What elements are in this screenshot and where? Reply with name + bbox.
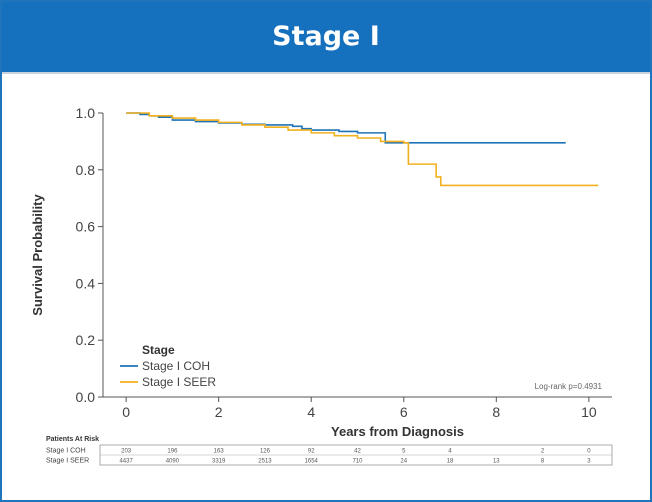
series-line-seer — [126, 112, 599, 187]
risk-cell: 2513 — [258, 459, 272, 465]
risk-cell: 18 — [447, 459, 454, 465]
axes: 0.0 0.2 0.4 0.6 0.8 1.0 0 2 4 6 8 10 Years from Diag… — [30, 105, 612, 439]
x-tick-label: 0 — [122, 404, 130, 420]
y-tick-label: 1.0 — [76, 105, 96, 121]
risk-cell: 0 — [587, 449, 591, 455]
risk-cell: 126 — [260, 449, 271, 455]
risk-cell: 13 — [493, 459, 500, 465]
risk-cell: 92 — [308, 449, 315, 455]
series-layer — [126, 112, 599, 187]
risk-cell: 8 — [541, 459, 545, 465]
legend-title: Stage — [142, 343, 175, 357]
risk-cell: 24 — [400, 459, 407, 465]
risk-table-title: Patients At Risk — [46, 436, 99, 443]
risk-cell: 3319 — [212, 459, 226, 465]
x-tick-label: 10 — [581, 404, 597, 420]
x-tick-label: 4 — [307, 404, 315, 420]
risk-cell: 4090 — [166, 459, 180, 465]
risk-cell: 2 — [541, 449, 545, 455]
risk-cell: 1654 — [305, 459, 319, 465]
risk-cell: 196 — [167, 449, 178, 455]
risk-cell: 3 — [587, 459, 591, 465]
risk-cell: 42 — [354, 449, 361, 455]
header-bar: Stage I — [2, 2, 650, 72]
risk-row-label: Stage I COH — [46, 448, 86, 455]
y-tick-label: 0.6 — [76, 219, 96, 235]
y-tick-label: 0.4 — [76, 275, 96, 291]
x-tick-label: 6 — [400, 404, 408, 420]
header-title: Stage I — [272, 21, 380, 52]
y-axis-title: Survival Probability — [30, 194, 45, 316]
risk-cell: 4437 — [119, 459, 133, 465]
risk-cell: 710 — [352, 459, 363, 465]
x-axis-title: Years from Diagnosis — [331, 424, 464, 439]
y-tick-label: 0.2 — [76, 332, 96, 348]
x-tick-label: 2 — [215, 404, 223, 420]
log-rank-annotation: Log-rank p=0.4931 — [535, 382, 603, 391]
risk-row-label: Stage I SEER — [46, 458, 89, 465]
risk-cell: 163 — [214, 449, 225, 455]
risk-cell: 4 — [448, 449, 452, 455]
x-tick-label: 8 — [492, 404, 500, 420]
y-tick-label: 0.0 — [76, 389, 96, 405]
legend-entry: Stage I SEER — [142, 375, 216, 389]
y-tick-label: 0.8 — [76, 162, 96, 178]
risk-cell: 203 — [121, 449, 132, 455]
legend-entry: Stage I COH — [142, 359, 210, 373]
header-divider — [2, 72, 650, 74]
legend: Stage Stage I COH Stage I SEER — [120, 343, 216, 389]
risk-cell: 5 — [402, 449, 406, 455]
